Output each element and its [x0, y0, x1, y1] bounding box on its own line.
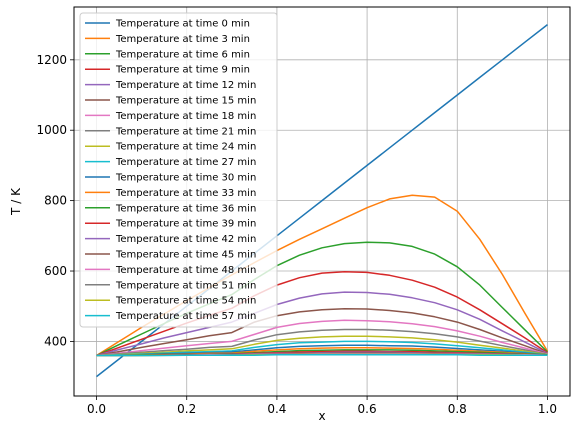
legend-label: Temperature at time 9 min	[115, 65, 250, 76]
series-line-3	[96, 270, 548, 357]
x-axis-ticks: 0.0 0.2 0.4 0.6 0.8 1.0	[87, 396, 557, 416]
x-tick-label: 0.2	[177, 402, 196, 416]
legend-label: Temperature at time 24 min	[115, 142, 256, 153]
y-axis-label: T / K	[9, 187, 23, 216]
series-line-5	[96, 307, 548, 357]
legend-label: Temperature at time 27 min	[115, 157, 256, 168]
legend-label: Temperature at time 30 min	[115, 173, 256, 184]
x-tick-label: 0.0	[87, 402, 106, 416]
y-tick-label: 800	[44, 194, 67, 208]
legend: Temperature at time 0 min Temperature at …	[79, 12, 278, 328]
legend-label: Temperature at time 3 min	[115, 34, 250, 45]
y-tick-label: 400	[44, 334, 67, 348]
x-axis-label: x	[318, 409, 325, 423]
legend-label: Temperature at time 6 min	[115, 49, 250, 60]
series-line-9	[96, 340, 548, 357]
legend-label: Temperature at time 12 min	[115, 80, 256, 91]
x-tick-label: 1.0	[538, 402, 557, 416]
series-line-6	[96, 319, 548, 357]
y-axis-ticks: 400 600 800 1000 1200	[36, 53, 74, 348]
legend-label: Temperature at time 36 min	[115, 203, 256, 214]
x-tick-label: 0.6	[358, 402, 377, 416]
series-line-7	[96, 328, 548, 357]
legend-label: Temperature at time 15 min	[115, 96, 256, 107]
legend-label: Temperature at time 0 min	[115, 19, 250, 30]
y-tick-label: 600	[44, 264, 67, 278]
legend-label: Temperature at time 48 min	[115, 265, 256, 276]
series-line-4	[96, 291, 548, 357]
y-tick-label: 1200	[36, 53, 67, 67]
y-tick-label: 1000	[36, 123, 67, 137]
legend-label: Temperature at time 21 min	[115, 126, 256, 137]
plot-frame	[73, 6, 571, 397]
x-tick-label: 0.8	[448, 402, 467, 416]
series-line-8	[96, 335, 548, 357]
legend-label: Temperature at time 45 min	[115, 250, 256, 261]
legend-label: Temperature at time 51 min	[115, 280, 256, 291]
series-line-19	[96, 354, 548, 357]
legend-label: Temperature at time 39 min	[115, 219, 256, 230]
legend-box	[79, 12, 278, 328]
legend-label: Temperature at time 54 min	[115, 296, 256, 307]
legend-label: Temperature at time 33 min	[115, 188, 256, 199]
legend-label: Temperature at time 57 min	[115, 311, 256, 322]
x-tick-label: 0.4	[267, 402, 286, 416]
legend-label: Temperature at time 18 min	[115, 111, 256, 122]
legend-label: Temperature at time 42 min	[115, 234, 256, 245]
